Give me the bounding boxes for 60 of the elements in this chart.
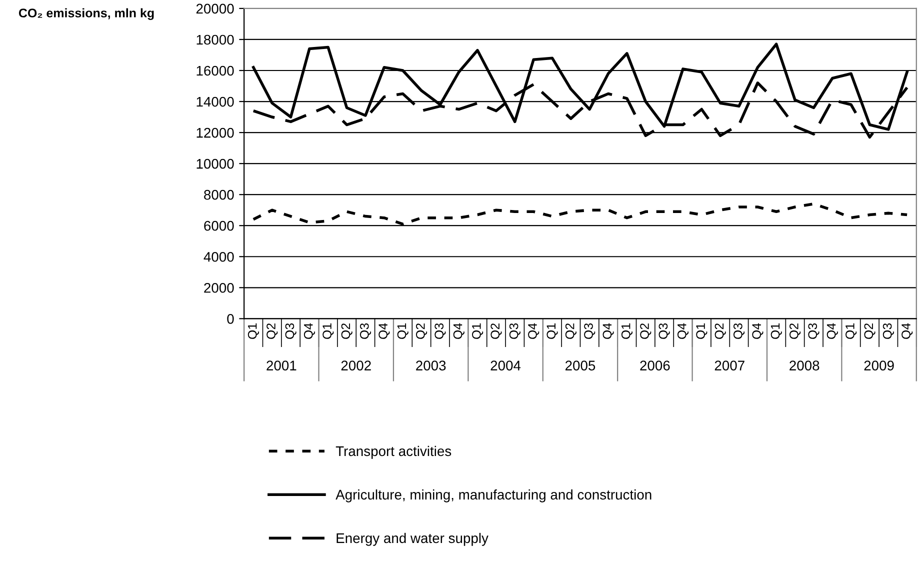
x-tick-label: Q2	[490, 323, 502, 339]
x-tick-label: Q2	[640, 323, 652, 339]
x-tick-label: Q1	[696, 323, 708, 339]
x-tick-label: Q1	[846, 323, 857, 339]
x-tick-label: Q1	[248, 323, 259, 339]
y-tick-label: 12000	[196, 128, 234, 138]
x-tick-label: Q3	[882, 323, 894, 339]
legend-label: Transport activities	[336, 446, 452, 459]
x-tick-label: Q4	[826, 323, 838, 339]
x-tick-label: Q2	[416, 323, 428, 339]
y-tick-label: 16000	[196, 66, 234, 76]
x-tick-label: Q3	[733, 323, 745, 339]
x-tick-label: Q1	[322, 323, 334, 339]
text: 2009	[864, 360, 894, 370]
text: 2007	[714, 360, 744, 370]
text: 2006	[640, 360, 670, 370]
x-tick-label: Q3	[509, 323, 520, 339]
y-tick-label: 8000	[204, 190, 234, 200]
legend-label: Energy and water supply	[336, 532, 488, 546]
x-tick-label: Q3	[808, 323, 820, 339]
x-tick-label: Q2	[790, 323, 801, 339]
x-tick-label: Q4	[752, 323, 764, 339]
y-tick-label: 0	[227, 314, 234, 324]
x-tick-label: Q3	[360, 323, 372, 339]
y-tick-label: 14000	[196, 96, 234, 107]
text: 2004	[490, 360, 521, 370]
x-tick-label: Q2	[714, 323, 726, 339]
x-tick-label: Q4	[602, 323, 614, 339]
x-tick-label: Q2	[266, 323, 278, 339]
y-tick-label: 6000	[204, 220, 234, 231]
x-tick-label: Q1	[770, 323, 782, 339]
x-tick-label: Q1	[397, 323, 408, 339]
legend-label: Agriculture, mining, manufacturing and construction	[336, 489, 652, 502]
x-tick-label: Q3	[658, 323, 670, 339]
x-tick-label: Q1	[546, 323, 558, 339]
x-tick-label: Q4	[453, 323, 464, 339]
y-tick-label: 4000	[204, 252, 234, 262]
text: 2008	[790, 360, 820, 370]
x-tick-label: Q3	[285, 323, 296, 339]
y-tick-label: 2000	[204, 282, 234, 293]
x-tick-label: Q4	[677, 323, 689, 339]
x-tick-label: Q3	[434, 323, 446, 339]
x-tick-label: Q2	[341, 323, 352, 339]
text: 2002	[341, 360, 371, 370]
y-tick-label: 18000	[196, 34, 234, 45]
y-tick-label: 20000	[196, 4, 234, 14]
x-tick-label: Q4	[902, 323, 913, 339]
y-tick-label: 10000	[196, 158, 234, 169]
text: 2001	[266, 360, 296, 370]
x-tick-label: Q4	[378, 323, 390, 339]
x-tick-label: Q4	[304, 323, 316, 339]
text: 2005	[565, 360, 596, 370]
x-tick-label: Q4	[528, 323, 540, 339]
x-tick-label: Q3	[584, 323, 596, 339]
x-tick-label: Q2	[565, 323, 576, 339]
x-tick-label: Q2	[864, 323, 876, 339]
x-tick-label: Q1	[472, 323, 484, 339]
y-axis-title: CO₂ emissions, mln kg	[18, 8, 154, 20]
text: 2003	[416, 360, 446, 370]
x-tick-label: Q1	[621, 323, 633, 339]
